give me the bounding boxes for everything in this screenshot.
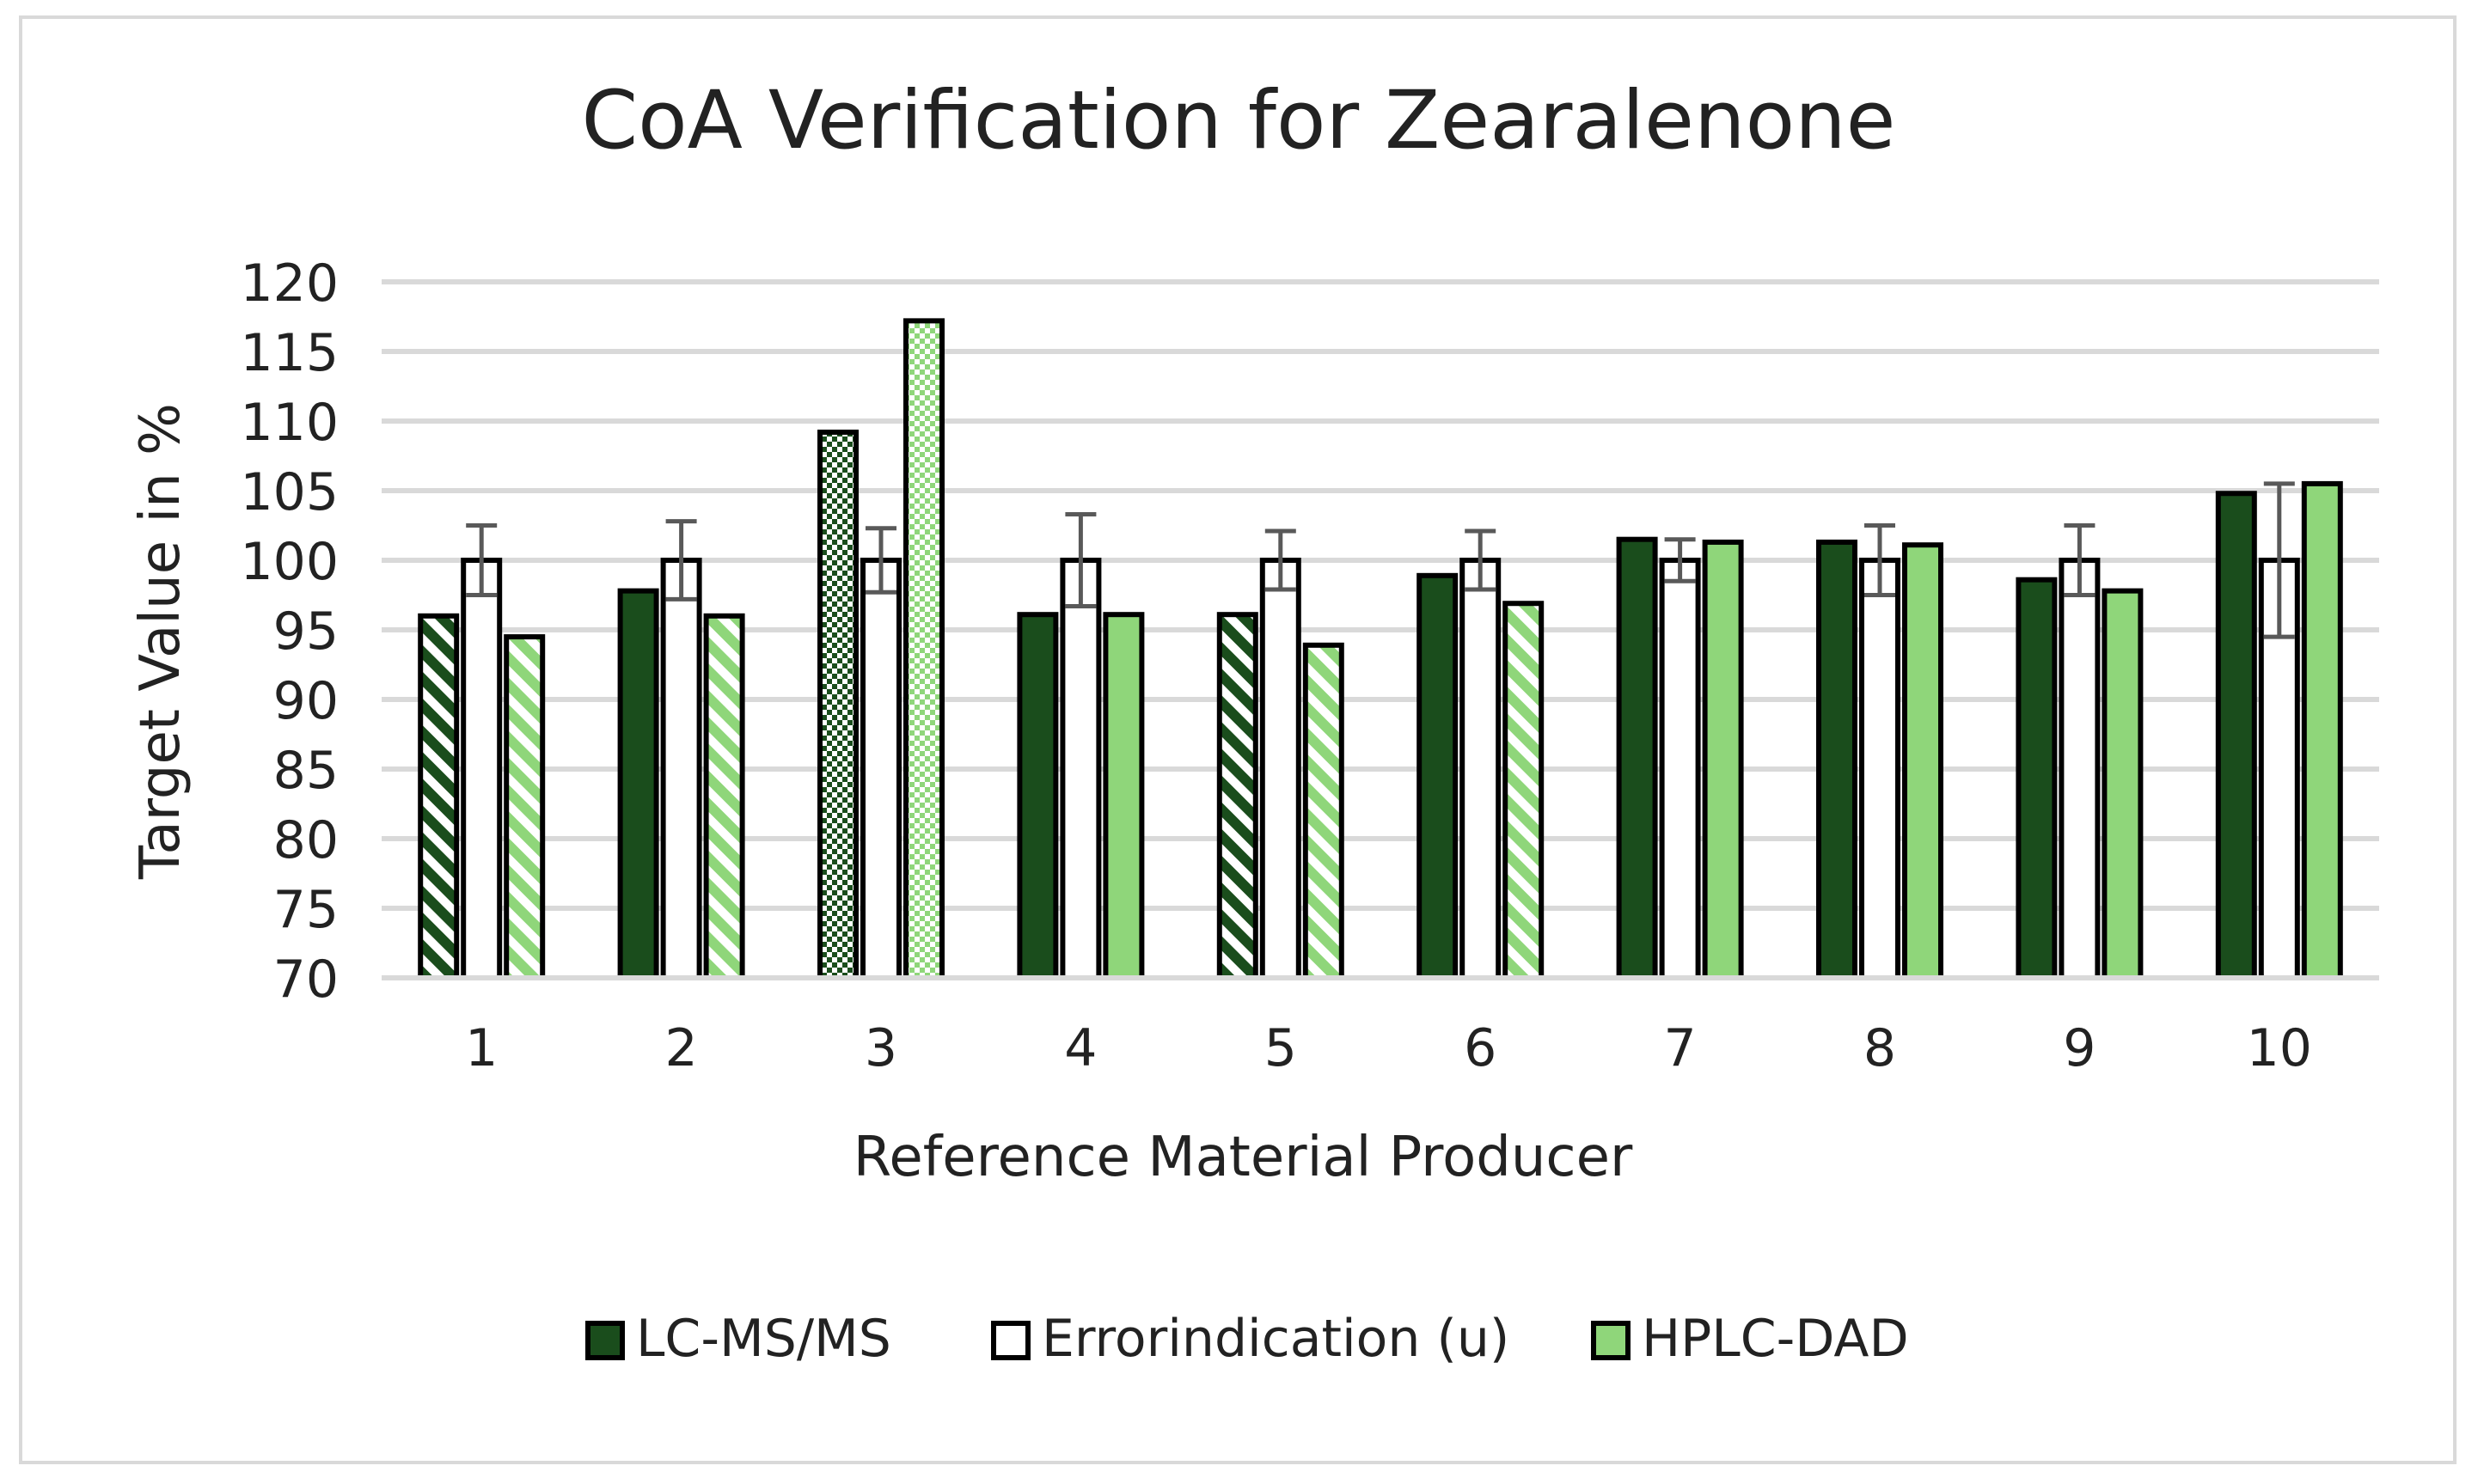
bar-lc-ms-ms-9 bbox=[2016, 577, 2058, 980]
bar-lc-ms-ms-6 bbox=[1416, 572, 1459, 980]
x-axis-label: Reference Material Producer bbox=[854, 1126, 1633, 1189]
bar-errorindication-u--8 bbox=[1859, 558, 1900, 980]
bar-lc-ms-ms-7 bbox=[1616, 536, 1658, 980]
bar-hplc-dad-8 bbox=[1902, 542, 1943, 980]
bar-errorindication-u--3 bbox=[860, 558, 902, 980]
x-tick-label: 10 bbox=[2247, 1018, 2312, 1078]
x-tick-label: 9 bbox=[2063, 1018, 2096, 1078]
bar-hplc-dad-3 bbox=[903, 318, 945, 980]
y-tick-label: 90 bbox=[273, 671, 339, 731]
y-tick-label: 95 bbox=[273, 602, 339, 662]
bar-errorindication-u--7 bbox=[1659, 558, 1701, 980]
chart-title: CoA Verification for Zearalenone bbox=[581, 74, 1895, 168]
bar-errorindication-u--5 bbox=[1259, 558, 1301, 980]
legend-label: HPLC-DAD bbox=[1642, 1309, 1909, 1369]
bar-lc-ms-ms-1 bbox=[418, 613, 460, 980]
y-tick-label: 70 bbox=[273, 950, 339, 1010]
x-tick-label: 4 bbox=[1064, 1018, 1097, 1078]
y-tick-label: 75 bbox=[273, 880, 339, 940]
bar-lc-ms-ms-4 bbox=[1017, 612, 1059, 980]
bar-hplc-dad-9 bbox=[2102, 588, 2144, 980]
x-axis-ticks: 1 2 3 4 5 6 7 8 9 10 bbox=[465, 1018, 2312, 1078]
bar-errorindication-u--4 bbox=[1060, 558, 1102, 980]
y-tick-label: 110 bbox=[240, 393, 339, 453]
y-tick-label: 80 bbox=[273, 810, 339, 870]
legend-swatch bbox=[991, 1321, 1031, 1360]
y-tick-label: 120 bbox=[240, 253, 339, 314]
bar-hplc-dad-5 bbox=[1302, 642, 1344, 980]
bar-lc-ms-ms-2 bbox=[617, 588, 659, 980]
legend-swatch bbox=[585, 1321, 625, 1360]
bar-hplc-dad-7 bbox=[1702, 539, 1744, 980]
bar-errorindication-u--9 bbox=[2059, 558, 2101, 980]
bar-lc-ms-ms-3 bbox=[817, 429, 859, 980]
bar-hplc-dad-1 bbox=[504, 634, 546, 980]
x-tick-label: 7 bbox=[1664, 1018, 1697, 1078]
chart-frame: CoA Verification for Zearalenone 70 75 80 8… bbox=[19, 15, 2457, 1464]
y-tick-label: 105 bbox=[240, 462, 339, 522]
legend-label: Errorindication (u) bbox=[1042, 1309, 1509, 1369]
bar-errorindication-u--2 bbox=[660, 558, 702, 980]
legend: LC-MS/MS Errorindication (u) HPLC-DAD bbox=[585, 1309, 1909, 1369]
y-tick-label: 85 bbox=[273, 741, 339, 801]
bars bbox=[382, 318, 2379, 980]
bar-errorindication-u--1 bbox=[461, 558, 503, 980]
x-tick-label: 1 bbox=[465, 1018, 498, 1078]
chart-svg: CoA Verification for Zearalenone 7075808… bbox=[129, 74, 2379, 1369]
bar-hplc-dad-6 bbox=[1502, 601, 1545, 980]
x-tick-label: 5 bbox=[1264, 1018, 1297, 1078]
legend-label: LC-MS/MS bbox=[636, 1309, 891, 1369]
y-tick-label: 115 bbox=[240, 323, 339, 383]
bar-hplc-dad-2 bbox=[703, 613, 745, 980]
y-tick-label: 100 bbox=[240, 532, 339, 592]
bar-hplc-dad-4 bbox=[1103, 612, 1145, 980]
bar-errorindication-u--6 bbox=[1459, 558, 1502, 980]
x-tick-label: 2 bbox=[665, 1018, 698, 1078]
bar-lc-ms-ms-8 bbox=[1816, 539, 1857, 980]
x-tick-label: 8 bbox=[1863, 1018, 1896, 1078]
x-tick-label: 6 bbox=[1464, 1018, 1496, 1078]
bar-hplc-dad-10 bbox=[2301, 480, 2343, 980]
legend-swatch bbox=[1591, 1321, 1631, 1360]
bar-lc-ms-ms-5 bbox=[1216, 612, 1258, 980]
y-axis-label: Target Value in % bbox=[129, 403, 193, 880]
bar-lc-ms-ms-10 bbox=[2215, 491, 2257, 980]
y-axis-ticks: 70 75 80 85 90 95 100 105 110 115 120 bbox=[240, 253, 339, 1010]
x-tick-label: 3 bbox=[865, 1018, 897, 1078]
